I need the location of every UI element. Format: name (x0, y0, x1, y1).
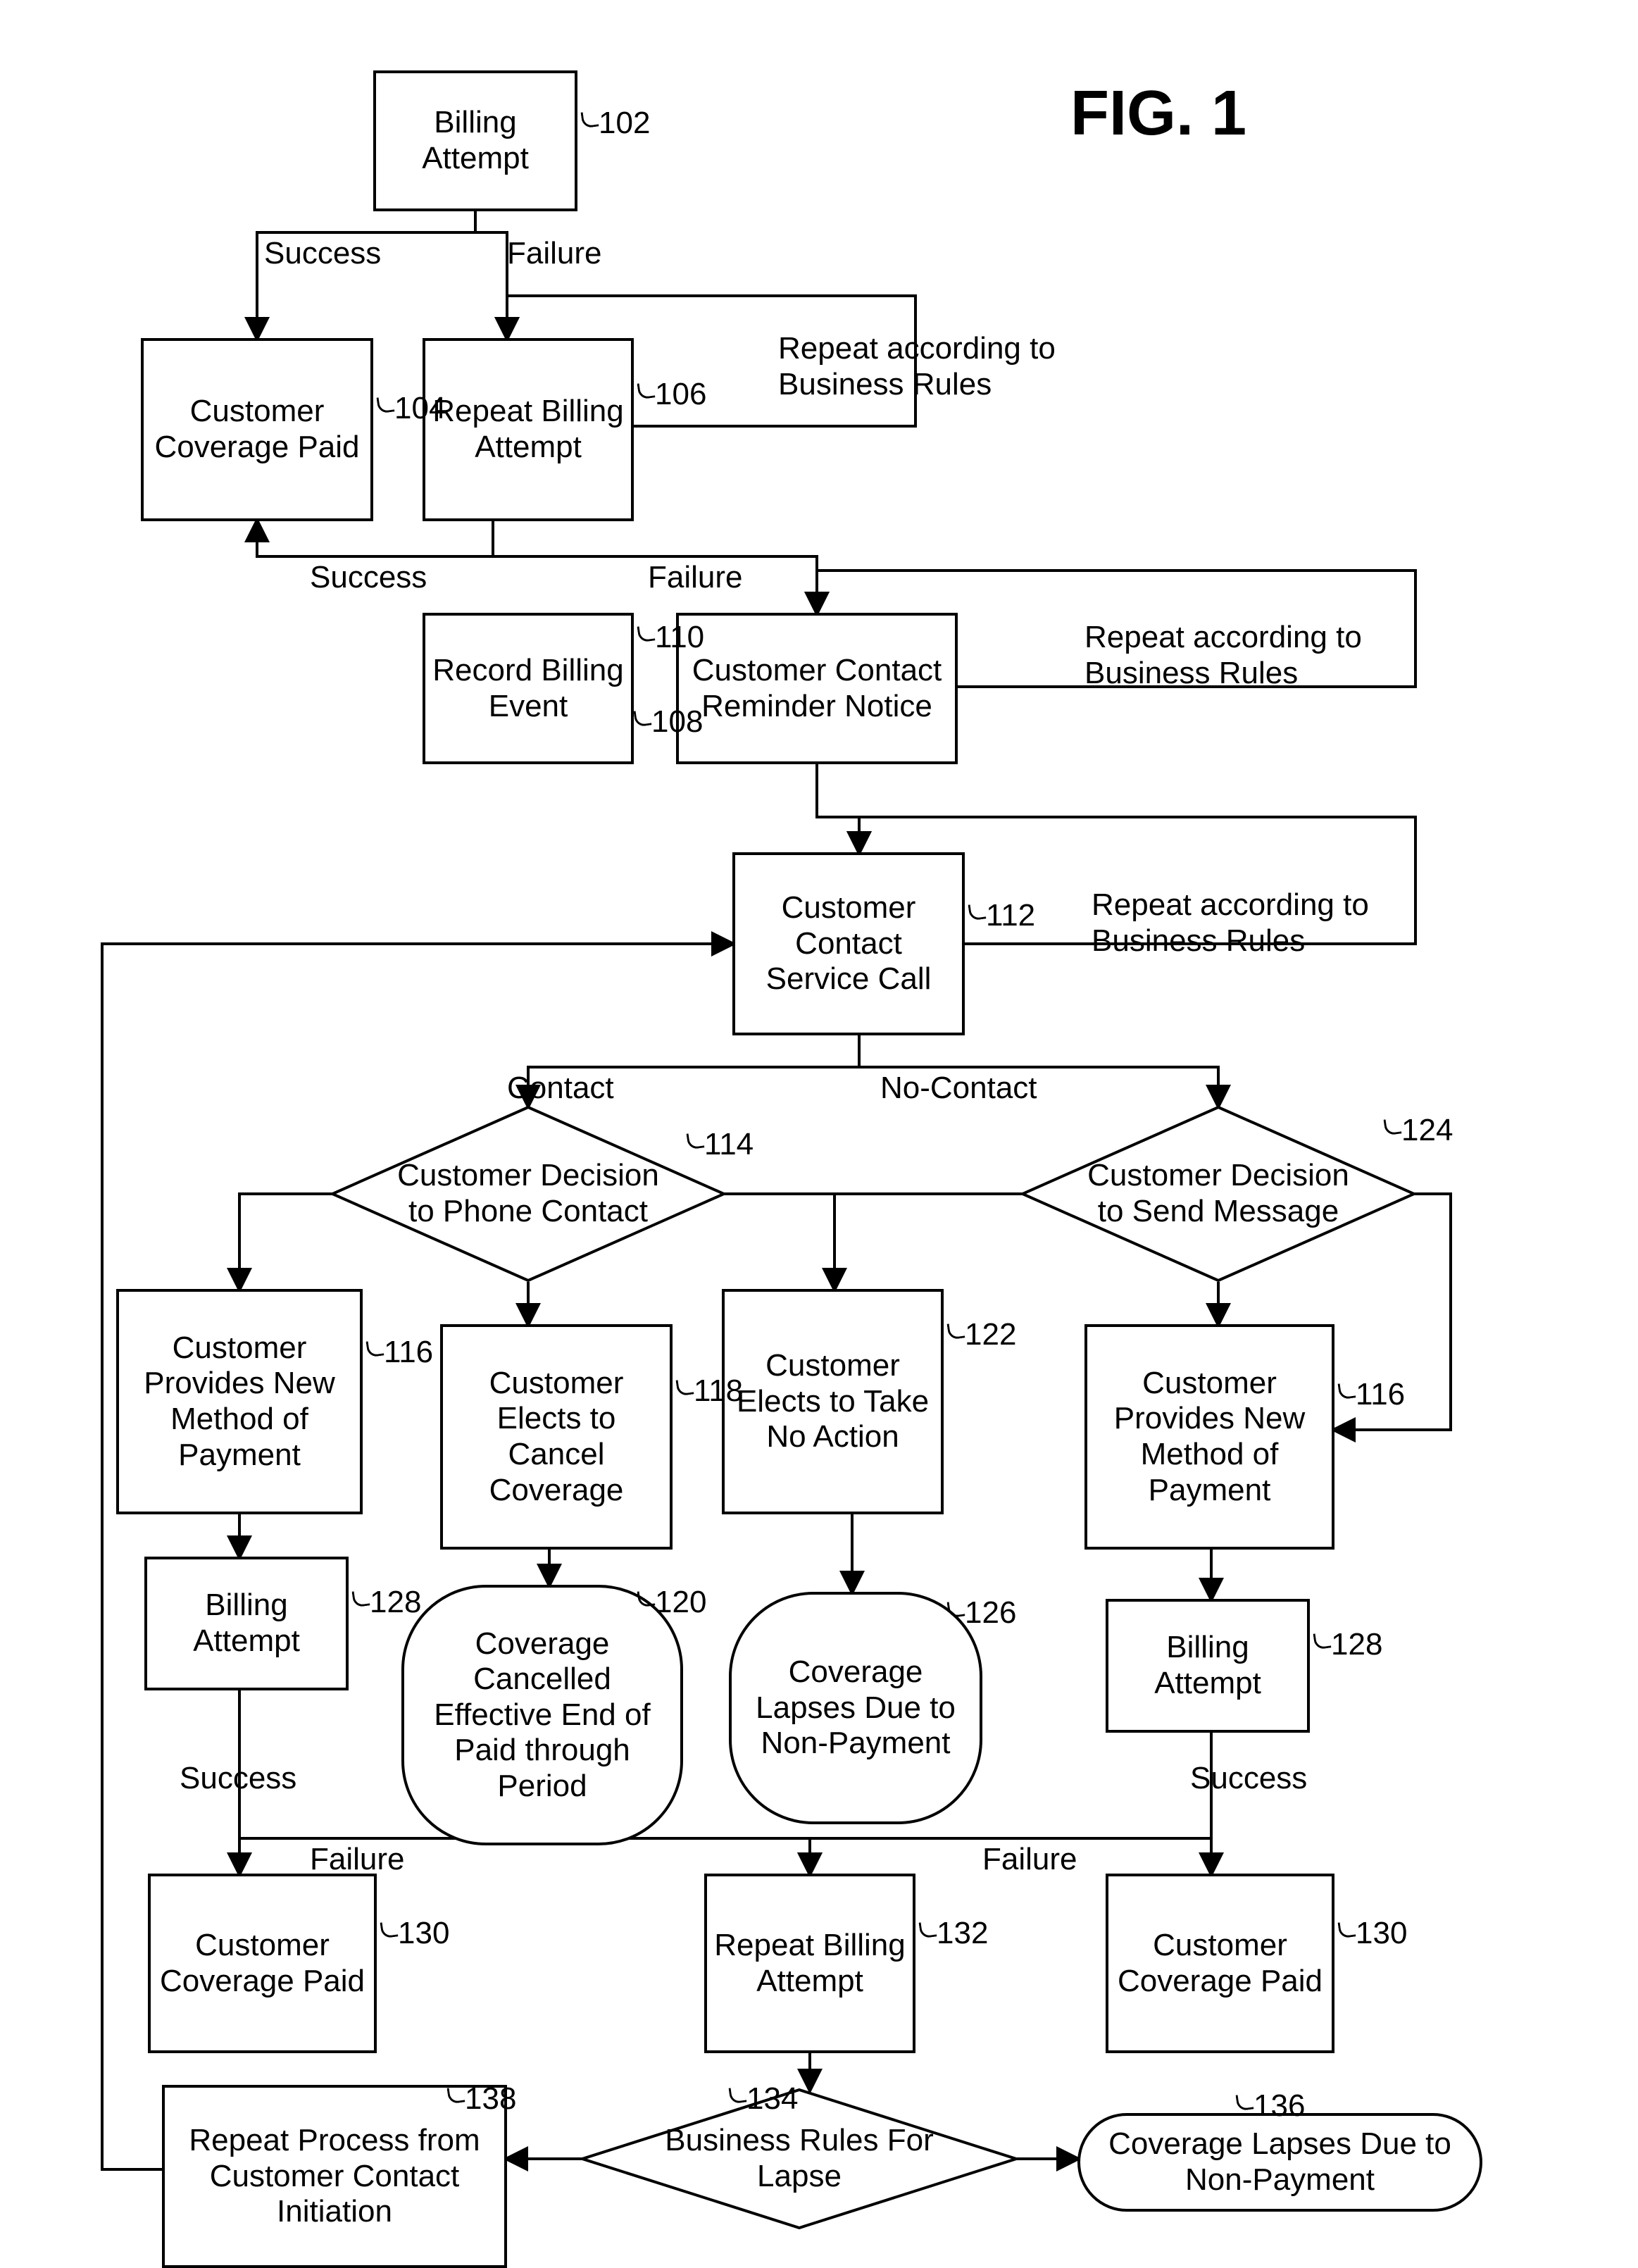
ref-number: 114 (704, 1127, 754, 1162)
ref-number: 112 (986, 898, 1035, 933)
node-n112: Customer Contact Service Call (732, 852, 965, 1035)
ref-number: 110 (655, 620, 704, 655)
ref-number: 130 (1356, 1916, 1407, 1951)
ref-number: 120 (655, 1585, 706, 1620)
node-n130b: Customer Coverage Paid (1106, 1874, 1334, 2053)
edge-label: Repeat according to Business Rules (1084, 620, 1408, 691)
edge-label: Contact (507, 1071, 614, 1107)
node-n124: Customer Decision to Send Message (1021, 1106, 1415, 1282)
edge-label: Failure (310, 1842, 405, 1878)
node-n108: Customer Contact Reminder Notice (676, 613, 958, 764)
ref-number: 104 (394, 391, 446, 426)
ref-number: 136 (1253, 2088, 1305, 2124)
edge-label: Success (180, 1761, 296, 1797)
edge-label: Failure (507, 236, 602, 272)
edge (724, 1194, 834, 1289)
edge (239, 1194, 335, 1289)
node-n110: Record Billing Event (423, 613, 634, 764)
ref-number: 108 (651, 704, 703, 740)
node-n138: Repeat Process from Customer Contact Ini… (162, 2085, 507, 2268)
edge-label: Success (1190, 1761, 1307, 1797)
edge-label: Success (264, 236, 381, 272)
ref-number: 126 (965, 1595, 1016, 1631)
node-n106: Repeat Billing Attempt (423, 338, 634, 521)
edge-label: No-Contact (880, 1071, 1037, 1107)
ref-number: 106 (655, 377, 706, 412)
ref-number: 124 (1401, 1113, 1453, 1148)
node-n120: Coverage Cancelled Effective End of Paid… (401, 1585, 683, 1845)
flowchart-canvas: FIG. 1 Billing AttemptCustomer Coverage … (0, 0, 1638, 2211)
edge (257, 521, 493, 556)
ref-number: 128 (1331, 1627, 1382, 1662)
node-label: Customer Decision to Send Message (1021, 1106, 1415, 1282)
ref-number: 118 (694, 1373, 743, 1409)
node-n116a: Customer Provides New Method of Payment (116, 1289, 363, 1514)
node-n114: Customer Decision to Phone Contact (331, 1106, 725, 1282)
ref-number: 102 (599, 106, 650, 141)
node-n104: Customer Coverage Paid (141, 338, 373, 521)
node-n130a: Customer Coverage Paid (148, 1874, 377, 2053)
edge (257, 211, 475, 338)
ref-number: 128 (370, 1585, 421, 1620)
node-label: Business Rules For Lapse (581, 2088, 1018, 2229)
node-n126: Coverage Lapses Due to Non-Payment (729, 1592, 982, 1824)
node-n128b: Billing Attempt (1106, 1599, 1310, 1733)
ref-number: 132 (937, 1916, 988, 1951)
node-n128a: Billing Attempt (144, 1557, 349, 1690)
node-n136: Coverage Lapses Due to Non-Payment (1077, 2113, 1482, 2212)
ref-number: 116 (1356, 1377, 1405, 1412)
ref-number: 130 (398, 1916, 449, 1951)
edge-label: Failure (982, 1842, 1077, 1878)
node-n102: Billing Attempt (373, 70, 577, 211)
node-n122: Customer Elects to Take No Action (722, 1289, 944, 1514)
edge-label: Success (310, 560, 427, 596)
edge-label: Repeat according to Business Rules (778, 331, 1074, 402)
node-n118: Customer Elects to Cancel Coverage (440, 1324, 673, 1550)
ref-number: 138 (465, 2081, 516, 2117)
edge (817, 764, 859, 852)
node-n132: Repeat Billing Attempt (704, 1874, 915, 2053)
edge (475, 211, 507, 338)
edge-label: Failure (648, 560, 743, 596)
ref-number: 134 (746, 2081, 798, 2117)
edge-label: Repeat according to Business Rules (1092, 887, 1415, 959)
ref-number: 122 (965, 1317, 1016, 1352)
ref-number: 116 (384, 1335, 433, 1370)
node-n116b: Customer Provides New Method of Payment (1084, 1324, 1334, 1550)
node-label: Customer Decision to Phone Contact (331, 1106, 725, 1282)
node-n134: Business Rules For Lapse (581, 2088, 1018, 2229)
